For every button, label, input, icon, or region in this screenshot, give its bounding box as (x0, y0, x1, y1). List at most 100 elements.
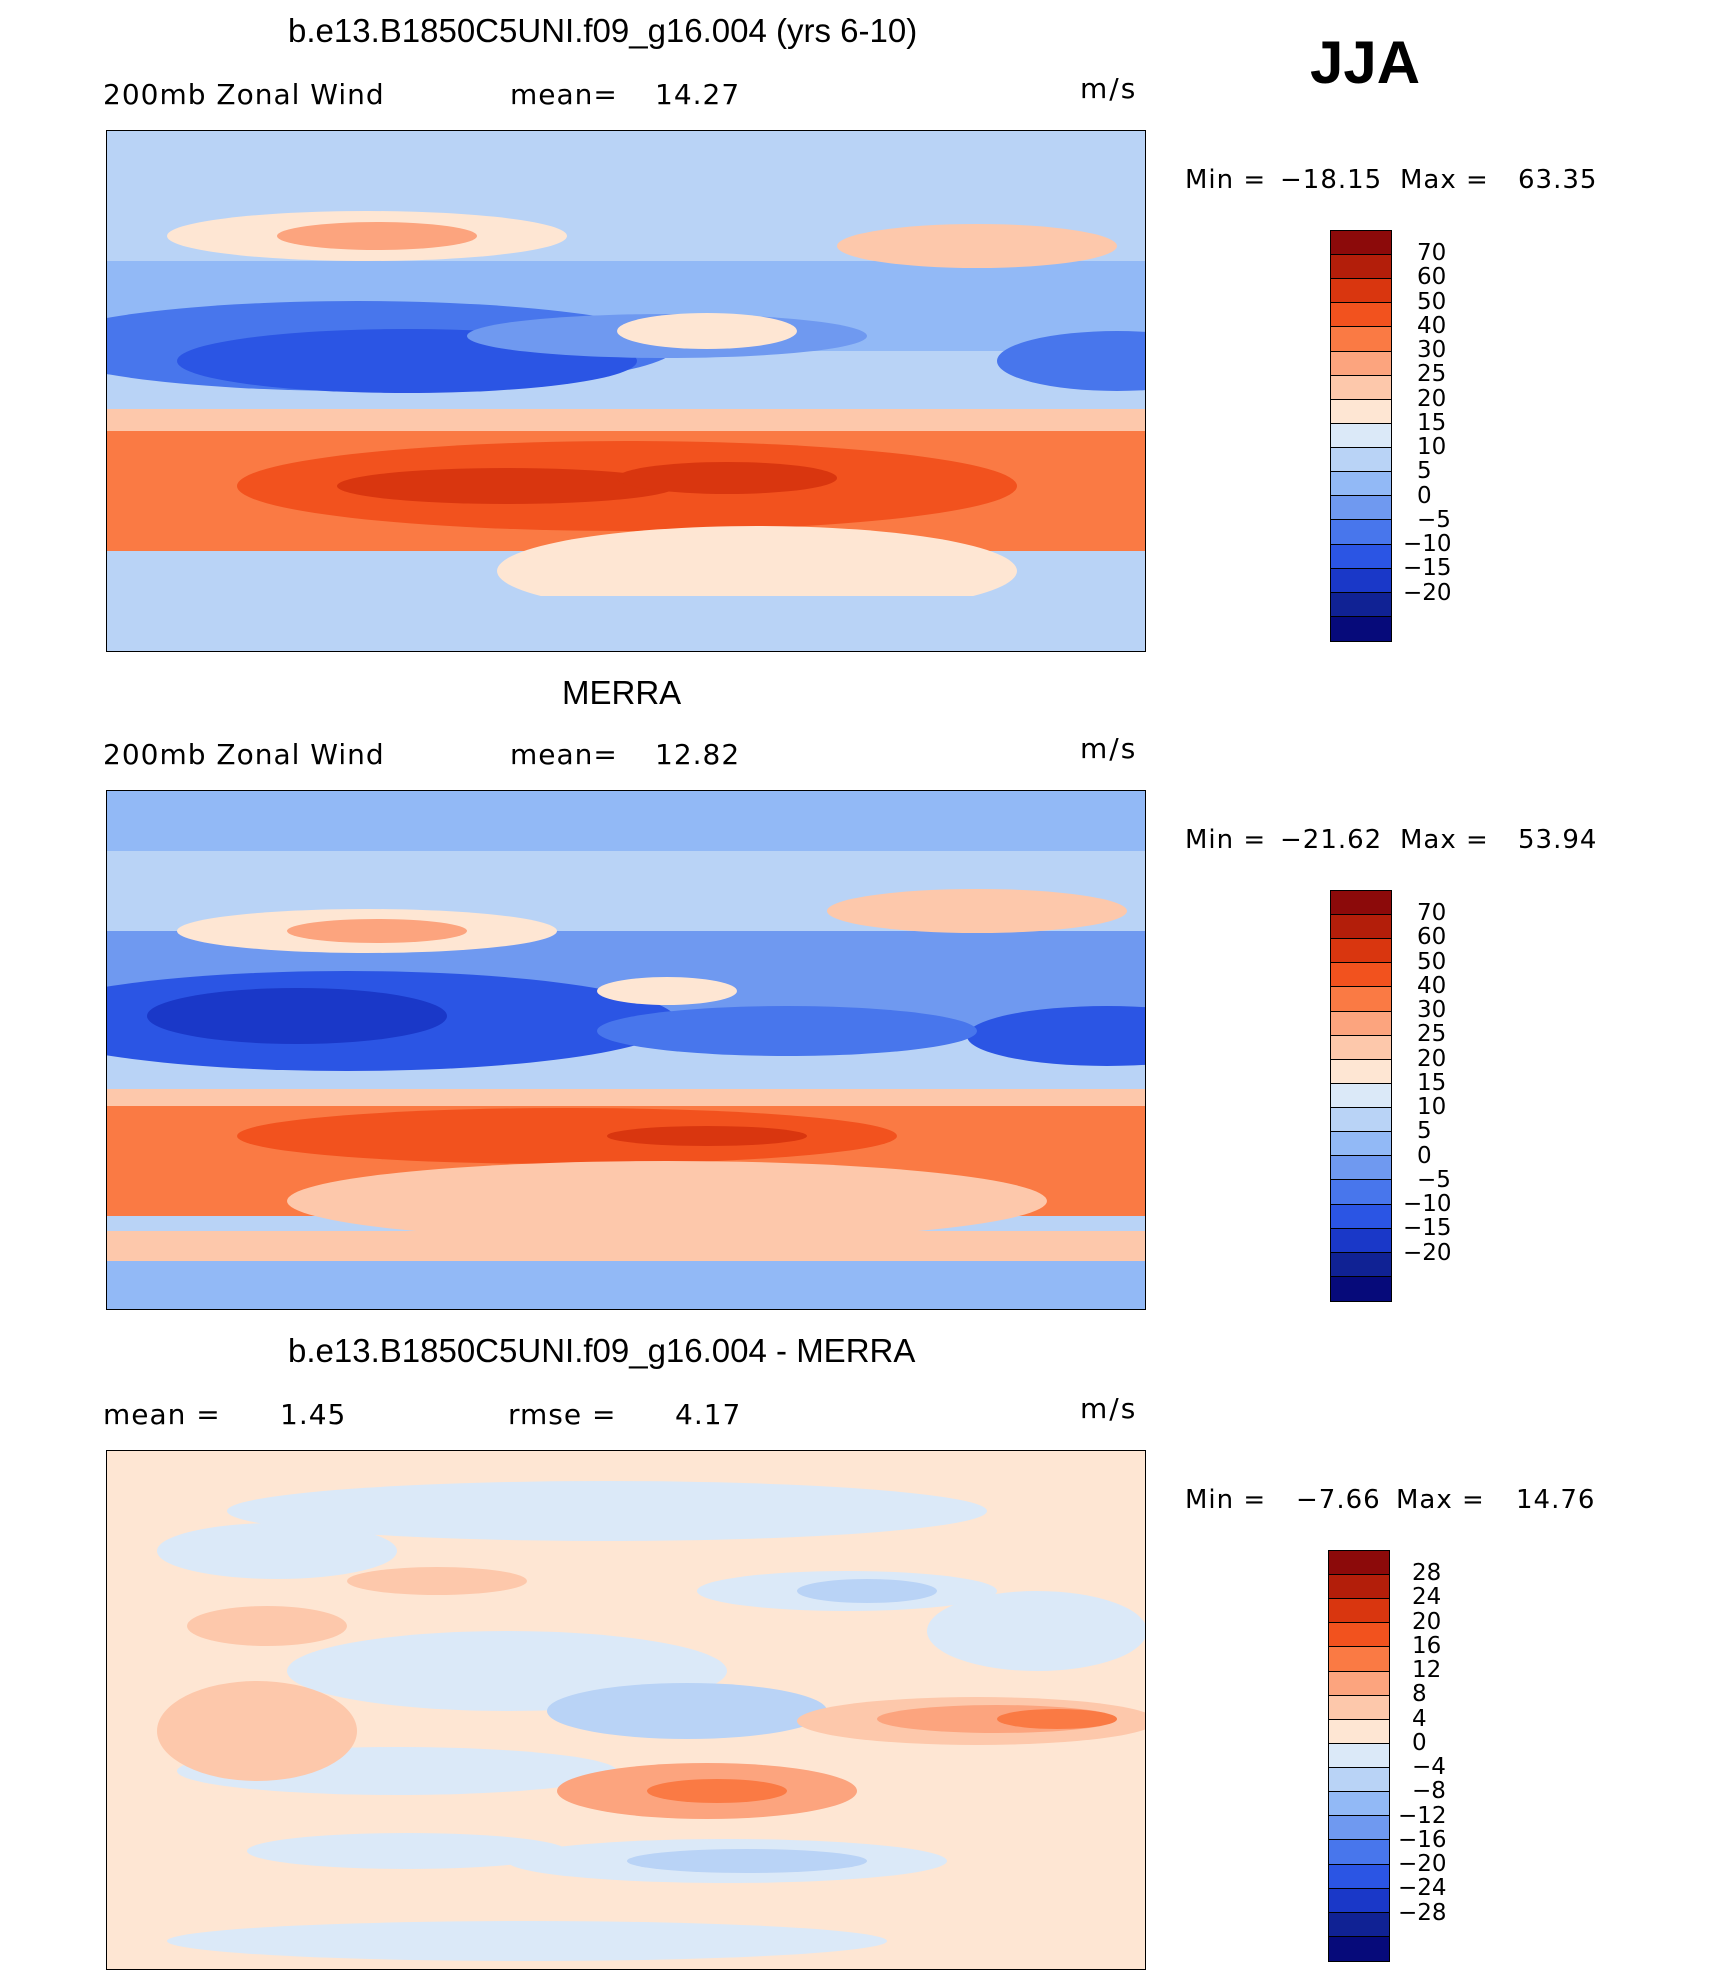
min-value: −7.66 (1296, 1485, 1381, 1515)
colorbar-swatch (1331, 303, 1391, 328)
colorbar-swatch (1329, 1936, 1389, 1961)
colorbar-tick-label: −20 (1398, 1851, 1447, 1878)
colorbar-swatch (1331, 1204, 1391, 1229)
colorbar-tick-label: 60 (1417, 924, 1447, 951)
colorbar-tick-label: 16 (1412, 1632, 1442, 1659)
colorbar-tick-label: 30 (1417, 997, 1447, 1024)
colorbar-swatch (1331, 1228, 1391, 1253)
max-value: 63.35 (1518, 165, 1598, 195)
colorbar-swatch (1331, 1059, 1391, 1084)
colorbar-swatch (1331, 423, 1391, 449)
colorbar-swatch (1329, 1695, 1389, 1720)
colorbar-tick-label: 0 (1412, 1729, 1427, 1756)
min-label: Min = (1185, 165, 1267, 195)
max-label: Max = (1400, 825, 1489, 855)
colorbar-swatch (1331, 987, 1391, 1012)
colorbar-swatch (1331, 1035, 1391, 1060)
colorbar-tick-label: 12 (1412, 1657, 1442, 1684)
colorbar-swatch (1331, 351, 1391, 376)
colorbar-tick-label: −12 (1398, 1802, 1447, 1829)
min-value: −21.62 (1280, 825, 1383, 855)
colorbar-tick-label: 50 (1417, 288, 1447, 315)
colorbar-swatch (1331, 1252, 1391, 1277)
colorbar-tick-label: 30 (1417, 337, 1447, 364)
colorbar-tick-label: 10 (1417, 1094, 1447, 1121)
colorbar-tick-label: 25 (1417, 1021, 1447, 1048)
mean-label: mean= (510, 738, 618, 771)
colorbar-tick-label: 4 (1412, 1705, 1427, 1732)
colorbar-tick-label: 15 (1417, 409, 1447, 436)
colorbar-swatch (1331, 448, 1391, 473)
colorbar-swatch (1329, 1599, 1389, 1624)
colorbar-swatch (1331, 231, 1391, 256)
colorbar-tick-label: 20 (1412, 1608, 1442, 1635)
min-label: Min = (1185, 825, 1267, 855)
colorbar-swatch (1331, 592, 1391, 617)
colorbar-tick-label: −5 (1417, 1166, 1451, 1193)
mean-label: mean = (103, 1398, 221, 1431)
min-value: −18.15 (1280, 165, 1383, 195)
field-label: 200mb Zonal Wind (103, 738, 385, 771)
colorbar-swatch (1329, 1888, 1389, 1913)
colorbar-swatch (1331, 1083, 1391, 1109)
colorbar-tick-label: 15 (1417, 1069, 1447, 1096)
max-value: 14.76 (1516, 1485, 1596, 1515)
colorbar-swatch (1331, 279, 1391, 304)
colorbar-tick-label: 40 (1417, 312, 1447, 339)
min-label: Min = (1185, 1485, 1267, 1515)
colorbar-tick-label: 24 (1412, 1584, 1442, 1611)
colorbar-swatch (1331, 399, 1391, 424)
colorbar-tick-label: 25 (1417, 361, 1447, 388)
colorbar-swatch (1329, 1719, 1389, 1744)
units-label: m/s (1080, 1392, 1138, 1425)
colorbar-swatch (1329, 1816, 1389, 1841)
zonal-wind-map (106, 790, 1146, 1310)
units-label: m/s (1080, 732, 1138, 765)
colorbar-swatch (1331, 544, 1391, 569)
colorbar-tick-label: 50 (1417, 948, 1447, 975)
colorbar-tick-label: 5 (1417, 458, 1432, 485)
max-label: Max = (1400, 165, 1489, 195)
colorbar-swatch (1331, 963, 1391, 988)
colorbar-swatch (1331, 520, 1391, 545)
colorbar-tick-label: 8 (1412, 1681, 1427, 1708)
colorbar-tick-label: −15 (1403, 555, 1452, 582)
colorbar-swatch (1331, 568, 1391, 593)
colorbar-swatch (1329, 1647, 1389, 1672)
colorbar-swatch (1329, 1671, 1389, 1696)
colorbar-tick-label: 10 (1417, 434, 1447, 461)
colorbar-tick-label: −16 (1398, 1826, 1447, 1853)
colorbar-swatch (1331, 1108, 1391, 1133)
colorbar-swatch (1329, 1743, 1389, 1769)
difference-map (106, 1450, 1146, 1970)
colorbar (1330, 890, 1392, 1302)
colorbar-tick-label: −8 (1412, 1778, 1446, 1805)
colorbar-swatch (1331, 915, 1391, 940)
colorbar-swatch (1329, 1912, 1389, 1937)
season-label: JJA (1310, 29, 1421, 96)
max-label: Max = (1396, 1485, 1485, 1515)
colorbar-swatch (1331, 1156, 1391, 1181)
colorbar-swatch (1329, 1575, 1389, 1600)
colorbar-swatch (1329, 1768, 1389, 1793)
colorbar-tick-label: −20 (1403, 1239, 1452, 1266)
colorbar-swatch (1331, 327, 1391, 352)
colorbar-tick-label: 40 (1417, 972, 1447, 999)
colorbar-tick-label: −20 (1403, 579, 1452, 606)
colorbar-tick-label: −28 (1398, 1899, 1447, 1926)
colorbar-tick-label: 5 (1417, 1118, 1432, 1145)
colorbar-tick-label: −10 (1403, 1191, 1452, 1218)
colorbar-tick-label: 0 (1417, 482, 1432, 509)
panel-title: b.e13.B1850C5UNI.f09_g16.004 (yrs 6-10) (288, 12, 918, 49)
colorbar-swatch (1331, 472, 1391, 497)
mean-value: 1.45 (280, 1398, 347, 1431)
colorbar-swatch (1331, 496, 1391, 521)
colorbar-swatch (1331, 1180, 1391, 1205)
colorbar-swatch (1329, 1840, 1389, 1865)
colorbar-tick-label: 70 (1417, 900, 1447, 927)
colorbar-tick-label: −24 (1398, 1875, 1447, 1902)
colorbar-tick-label: 70 (1417, 240, 1447, 267)
colorbar-swatch (1331, 616, 1391, 641)
colorbar-swatch (1329, 1623, 1389, 1648)
colorbar-tick-label: −5 (1417, 506, 1451, 533)
